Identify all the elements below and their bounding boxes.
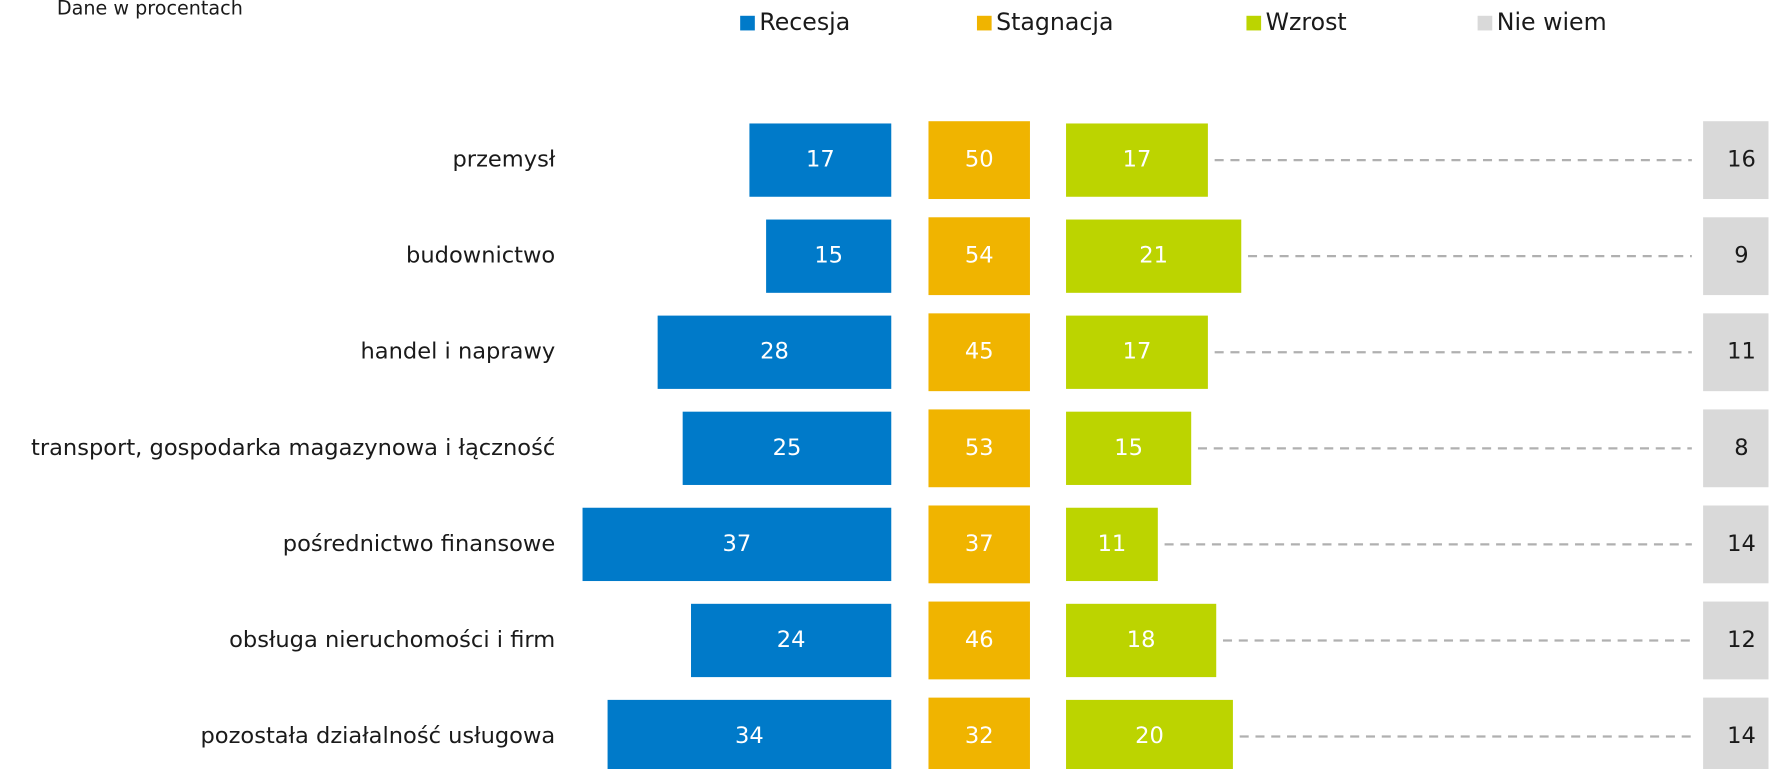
- bar: [1066, 603, 1217, 678]
- value-label: 17: [1123, 339, 1152, 365]
- bar: [928, 121, 1030, 200]
- legend-swatch: [1246, 15, 1262, 31]
- bar: [1703, 217, 1769, 296]
- bar: [928, 601, 1030, 680]
- bar: [607, 699, 892, 769]
- bar: [1703, 121, 1769, 200]
- value-label: 50: [965, 147, 994, 173]
- category-label: handel i naprawy: [361, 339, 556, 365]
- category-label: przemysł: [453, 147, 556, 173]
- value-label: 37: [723, 531, 752, 557]
- bar: [928, 409, 1030, 488]
- bar: [1066, 123, 1208, 197]
- legend-swatch: [1477, 15, 1493, 31]
- legend-swatch: [976, 15, 992, 31]
- bar: [682, 411, 892, 485]
- value-label: 37: [965, 531, 994, 557]
- value-label: 8: [1734, 435, 1748, 461]
- chart-subtitle: Dane w procentach: [57, 0, 243, 20]
- category-label: transport, gospodarka magazynowa i łączn…: [31, 435, 555, 461]
- value-label: 28: [760, 339, 789, 365]
- value-label: 15: [1114, 435, 1143, 461]
- bar: [1703, 313, 1769, 392]
- value-label: 17: [806, 147, 835, 173]
- value-label: 20: [1135, 723, 1164, 749]
- value-label: 45: [965, 339, 994, 365]
- category-label: budownictwo: [406, 243, 555, 269]
- value-label: 17: [1123, 147, 1152, 173]
- value-label: 12: [1727, 627, 1756, 653]
- bar: [1703, 601, 1769, 680]
- value-label: 15: [814, 243, 843, 269]
- bar: [1066, 507, 1158, 582]
- bar: [691, 603, 892, 678]
- bar: [928, 505, 1030, 584]
- bar: [928, 697, 1030, 769]
- value-label: 14: [1727, 531, 1756, 557]
- value-label: 18: [1127, 627, 1156, 653]
- bar: [766, 219, 892, 293]
- bar: [928, 313, 1030, 392]
- value-label: 25: [773, 435, 802, 461]
- value-label: 54: [965, 243, 994, 269]
- bar: [1066, 411, 1192, 485]
- bar: [582, 507, 892, 582]
- value-label: 53: [965, 435, 994, 461]
- bar: [1703, 409, 1769, 488]
- value-label: 34: [735, 723, 764, 749]
- value-label: 9: [1734, 243, 1748, 269]
- bar: [1066, 699, 1233, 769]
- bar: [1066, 315, 1208, 389]
- legend-swatch: [740, 15, 755, 31]
- value-label: 32: [965, 723, 994, 749]
- bar: [928, 217, 1030, 296]
- value-label: 46: [965, 627, 994, 653]
- bar: [1066, 219, 1242, 293]
- bar: [749, 123, 892, 197]
- value-label: 16: [1727, 147, 1756, 173]
- category-label: pośrednictwo finansowe: [283, 531, 555, 557]
- value-label: 11: [1727, 339, 1756, 365]
- legend-label: Wzrost: [1266, 8, 1347, 36]
- legend-label: Nie wiem: [1497, 8, 1607, 36]
- value-label: 11: [1098, 531, 1127, 557]
- value-label: 24: [777, 627, 806, 653]
- bar: [1703, 697, 1769, 769]
- category-label: pozostała działalność usługowa: [201, 723, 556, 749]
- category-label: obsługa nieruchomości i firm: [229, 627, 555, 653]
- legend-label: Recesja: [759, 8, 850, 36]
- value-label: 14: [1727, 723, 1756, 749]
- bar: [657, 315, 892, 389]
- legend-label: Stagnacja: [996, 8, 1113, 36]
- bar: [1703, 505, 1769, 584]
- value-label: 21: [1139, 243, 1168, 269]
